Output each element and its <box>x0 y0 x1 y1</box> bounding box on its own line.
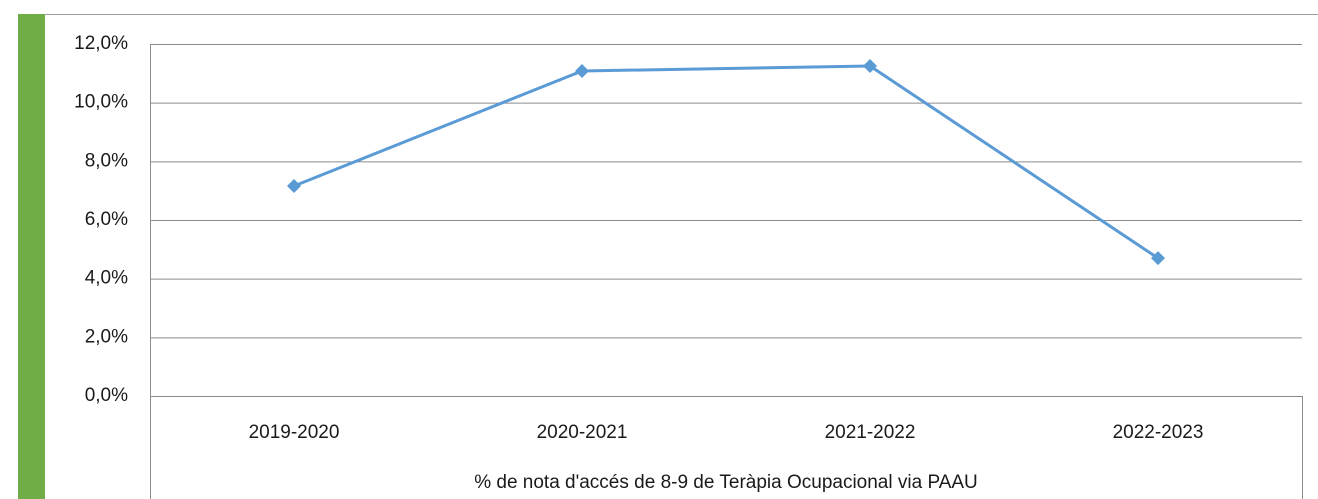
y-tick-label: 10,0% <box>74 92 128 113</box>
x-tick-label: 2021-2022 <box>825 422 916 443</box>
y-tick-label: 0,0% <box>85 385 128 406</box>
line <box>293 64 1159 260</box>
y-tick-label: 8,0% <box>85 150 128 171</box>
marker <box>287 178 301 193</box>
x-axis-label: % de nota d'accés de 8-9 de Teràpia Ocup… <box>474 472 978 493</box>
y-tick-label: 4,0% <box>85 268 128 289</box>
y-tick-label: 2,0% <box>85 326 128 347</box>
x-tick-label: 2022-2023 <box>1113 422 1204 443</box>
marker <box>863 59 877 73</box>
marker <box>1151 251 1165 266</box>
marker <box>575 63 589 78</box>
x-tick-label: 2019-2020 <box>249 422 340 443</box>
y-tick-label: 12,0% <box>74 33 128 54</box>
y-tick-label: 6,0% <box>85 209 128 230</box>
x-tick-label: 2020-2021 <box>537 422 628 443</box>
side-bar <box>18 14 45 499</box>
